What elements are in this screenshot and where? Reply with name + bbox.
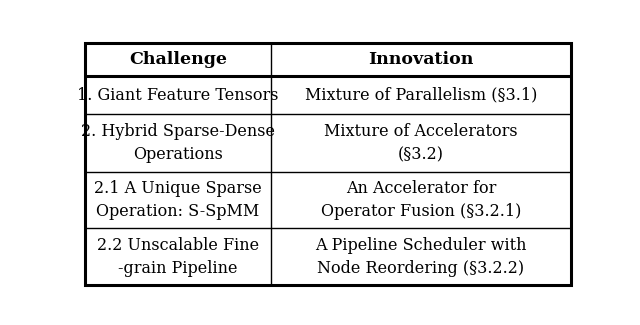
Text: A Pipeline Scheduler with
Node Reordering (§3.2.2): A Pipeline Scheduler with Node Reorderin… [316,237,527,277]
Text: 2. Hybrid Sparse-Dense
Operations: 2. Hybrid Sparse-Dense Operations [81,123,275,163]
Text: 2.2 Unscalable Fine
-grain Pipeline: 2.2 Unscalable Fine -grain Pipeline [97,237,259,277]
Text: 2.1 A Unique Sparse
Operation: S-SpMM: 2.1 A Unique Sparse Operation: S-SpMM [94,180,262,220]
Text: Mixture of Parallelism (§3.1): Mixture of Parallelism (§3.1) [305,86,537,104]
Text: Innovation: Innovation [368,51,474,68]
Text: Mixture of Accelerators
(§3.2): Mixture of Accelerators (§3.2) [324,123,518,163]
Text: 1. Giant Feature Tensors: 1. Giant Feature Tensors [77,86,278,104]
Text: Challenge: Challenge [129,51,227,68]
Text: An Accelerator for
Operator Fusion (§3.2.1): An Accelerator for Operator Fusion (§3.2… [321,180,521,220]
